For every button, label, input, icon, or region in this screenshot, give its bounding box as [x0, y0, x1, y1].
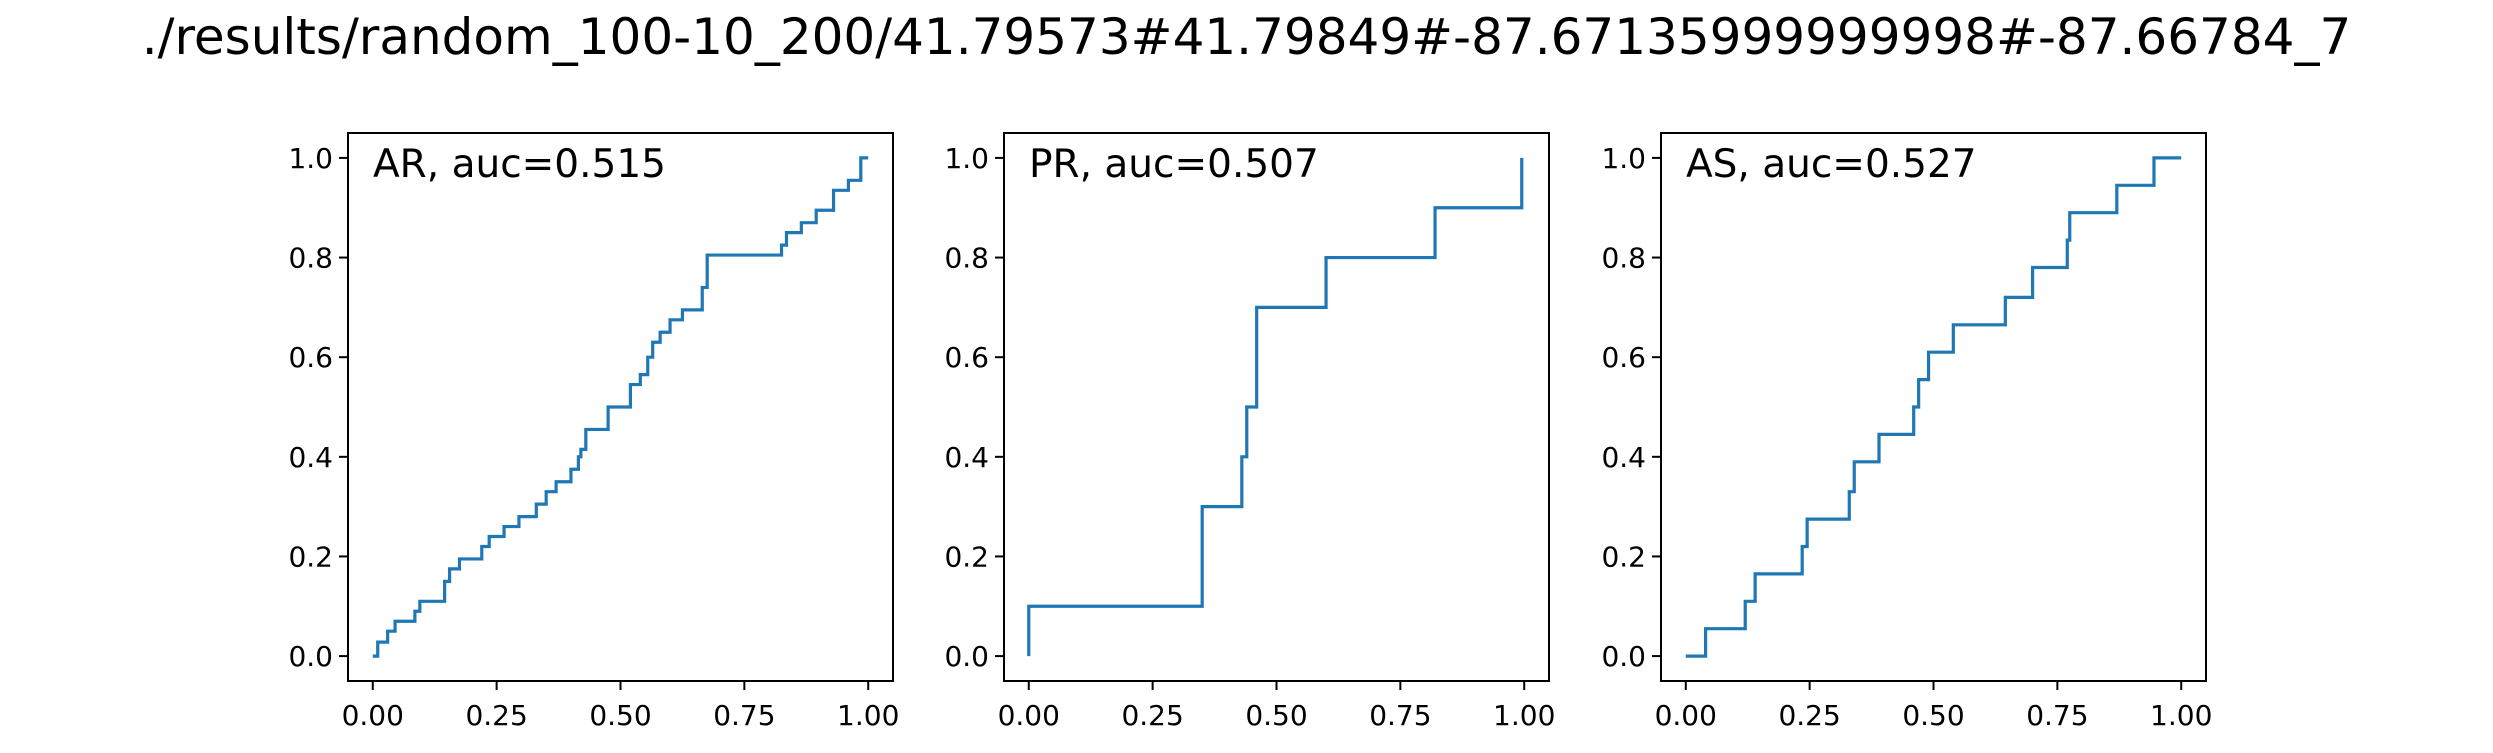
y-tick-label: 0.6	[1601, 341, 1646, 374]
chart-panel-2: 0.00 0.25 0.50 0.75 1.00 0.0 0.2 0.4 0.6 0.8 1.0 PR…	[944, 132, 1555, 732]
x-tick-label: 1.00	[2150, 699, 2212, 732]
x-tick-label: 1.00	[837, 699, 899, 732]
chart-panel-1: 0.00 0.25 0.50 0.75 1.00 0.0 0.2 0.4 0.6 0.8 1.0 AR…	[288, 132, 899, 732]
x-tick-label: 1.00	[1493, 699, 1555, 732]
y-tick-label: 0.4	[288, 441, 333, 474]
y-tick-label: 0.0	[944, 640, 989, 673]
y-tick-label: 0.2	[1601, 540, 1646, 573]
y-tick-label: 0.0	[288, 640, 333, 673]
y-tick-label: 0.6	[944, 341, 989, 374]
y-tick-label: 0.8	[944, 242, 989, 275]
y-tick-label: 0.4	[1601, 441, 1646, 474]
x-tick-label: 0.25	[1121, 699, 1183, 732]
axes-frame	[1660, 132, 2207, 682]
y-tick-label: 0.2	[944, 540, 989, 573]
chart-panel-3: 0.00 0.25 0.50 0.75 1.00 0.0 0.2 0.4 0.6 0.8 1.0 AS…	[1601, 132, 2212, 732]
x-tick-label: 0.50	[1902, 699, 1964, 732]
y-tick-label: 0.2	[288, 540, 333, 573]
x-tick-label: 0.00	[1655, 699, 1717, 732]
y-tick-label: 0.4	[944, 441, 989, 474]
x-tick-label: 0.00	[998, 699, 1060, 732]
x-tick-label: 0.25	[465, 699, 527, 732]
auc-annotation: AR, auc=0.515	[373, 142, 666, 187]
auc-annotation: PR, auc=0.507	[1029, 142, 1319, 187]
series-line-1	[1027, 157, 1524, 657]
axes-frame	[1003, 132, 1550, 682]
series-line-1	[1685, 156, 2182, 658]
y-tick-label: 1.0	[944, 142, 989, 175]
auc-annotation: AS, auc=0.527	[1686, 142, 1977, 187]
y-tick-label: 0.6	[288, 341, 333, 374]
series-line-1	[372, 156, 869, 658]
y-tick-label: 1.0	[1601, 142, 1646, 175]
x-tick-label: 0.00	[342, 699, 404, 732]
x-tick-label: 0.75	[713, 699, 775, 732]
x-tick-label: 0.75	[1369, 699, 1431, 732]
y-tick-label: 1.0	[288, 142, 333, 175]
y-tick-label: 0.0	[1601, 640, 1646, 673]
figure-title: ./results/random_100-10_200/41.79573#41.…	[141, 8, 2352, 66]
x-tick-label: 0.50	[1245, 699, 1307, 732]
x-tick-label: 0.50	[589, 699, 651, 732]
x-tick-label: 0.75	[2026, 699, 2088, 732]
x-tick-label: 0.25	[1778, 699, 1840, 732]
y-tick-label: 0.8	[1601, 242, 1646, 275]
y-tick-label: 0.8	[288, 242, 333, 275]
